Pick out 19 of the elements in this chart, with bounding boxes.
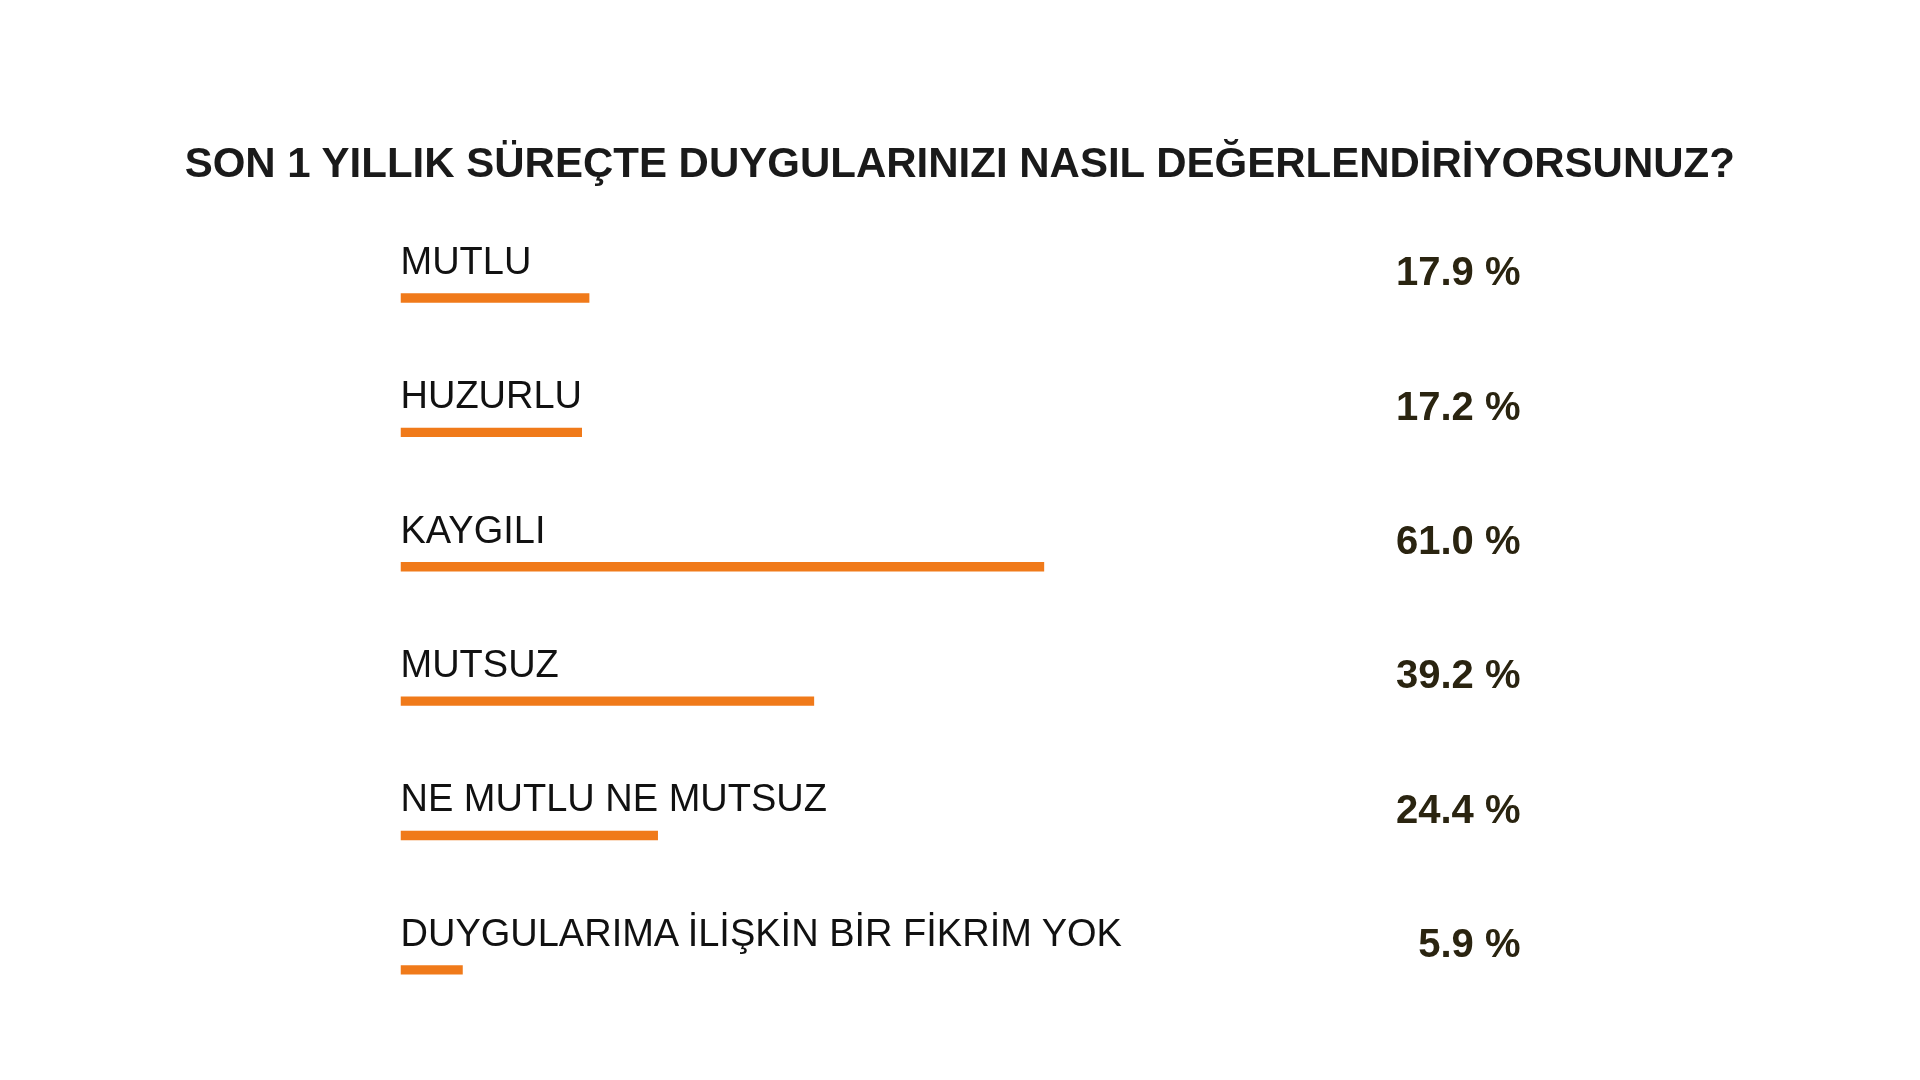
bar	[400, 562, 1045, 572]
y-tick-label: MUTLU	[400, 239, 532, 282]
data-label: 39.2 %	[1395, 652, 1521, 697]
bar	[400, 830, 658, 841]
y-tick-label: MUTSUZ	[400, 643, 559, 685]
data-label: 61.0 %	[1395, 517, 1521, 562]
data-label: 5.9 %	[1418, 921, 1521, 965]
bar	[400, 293, 590, 303]
data-label: 17.9 %	[1395, 249, 1521, 294]
chart-title: SON 1 YILLIK SÜREÇTE DUYGULARINIZI NASIL DEĞERLENDİRİYORSUNUZ?	[184, 138, 1735, 186]
y-tick-label: KAYGILI	[400, 508, 546, 551]
bar	[400, 427, 582, 438]
y-tick-label: NE MUTLU NE MUTSUZ	[400, 777, 827, 820]
y-tick-label: DUYGULARIMA İLİŞKİN BİR FİKRİM YOK	[400, 911, 1122, 954]
y-tick-label: HUZURLU	[400, 374, 583, 417]
data-label: 17.2 %	[1395, 383, 1521, 428]
bar	[400, 696, 815, 706]
data-label: 24.4 %	[1395, 786, 1521, 831]
bar	[400, 965, 463, 975]
